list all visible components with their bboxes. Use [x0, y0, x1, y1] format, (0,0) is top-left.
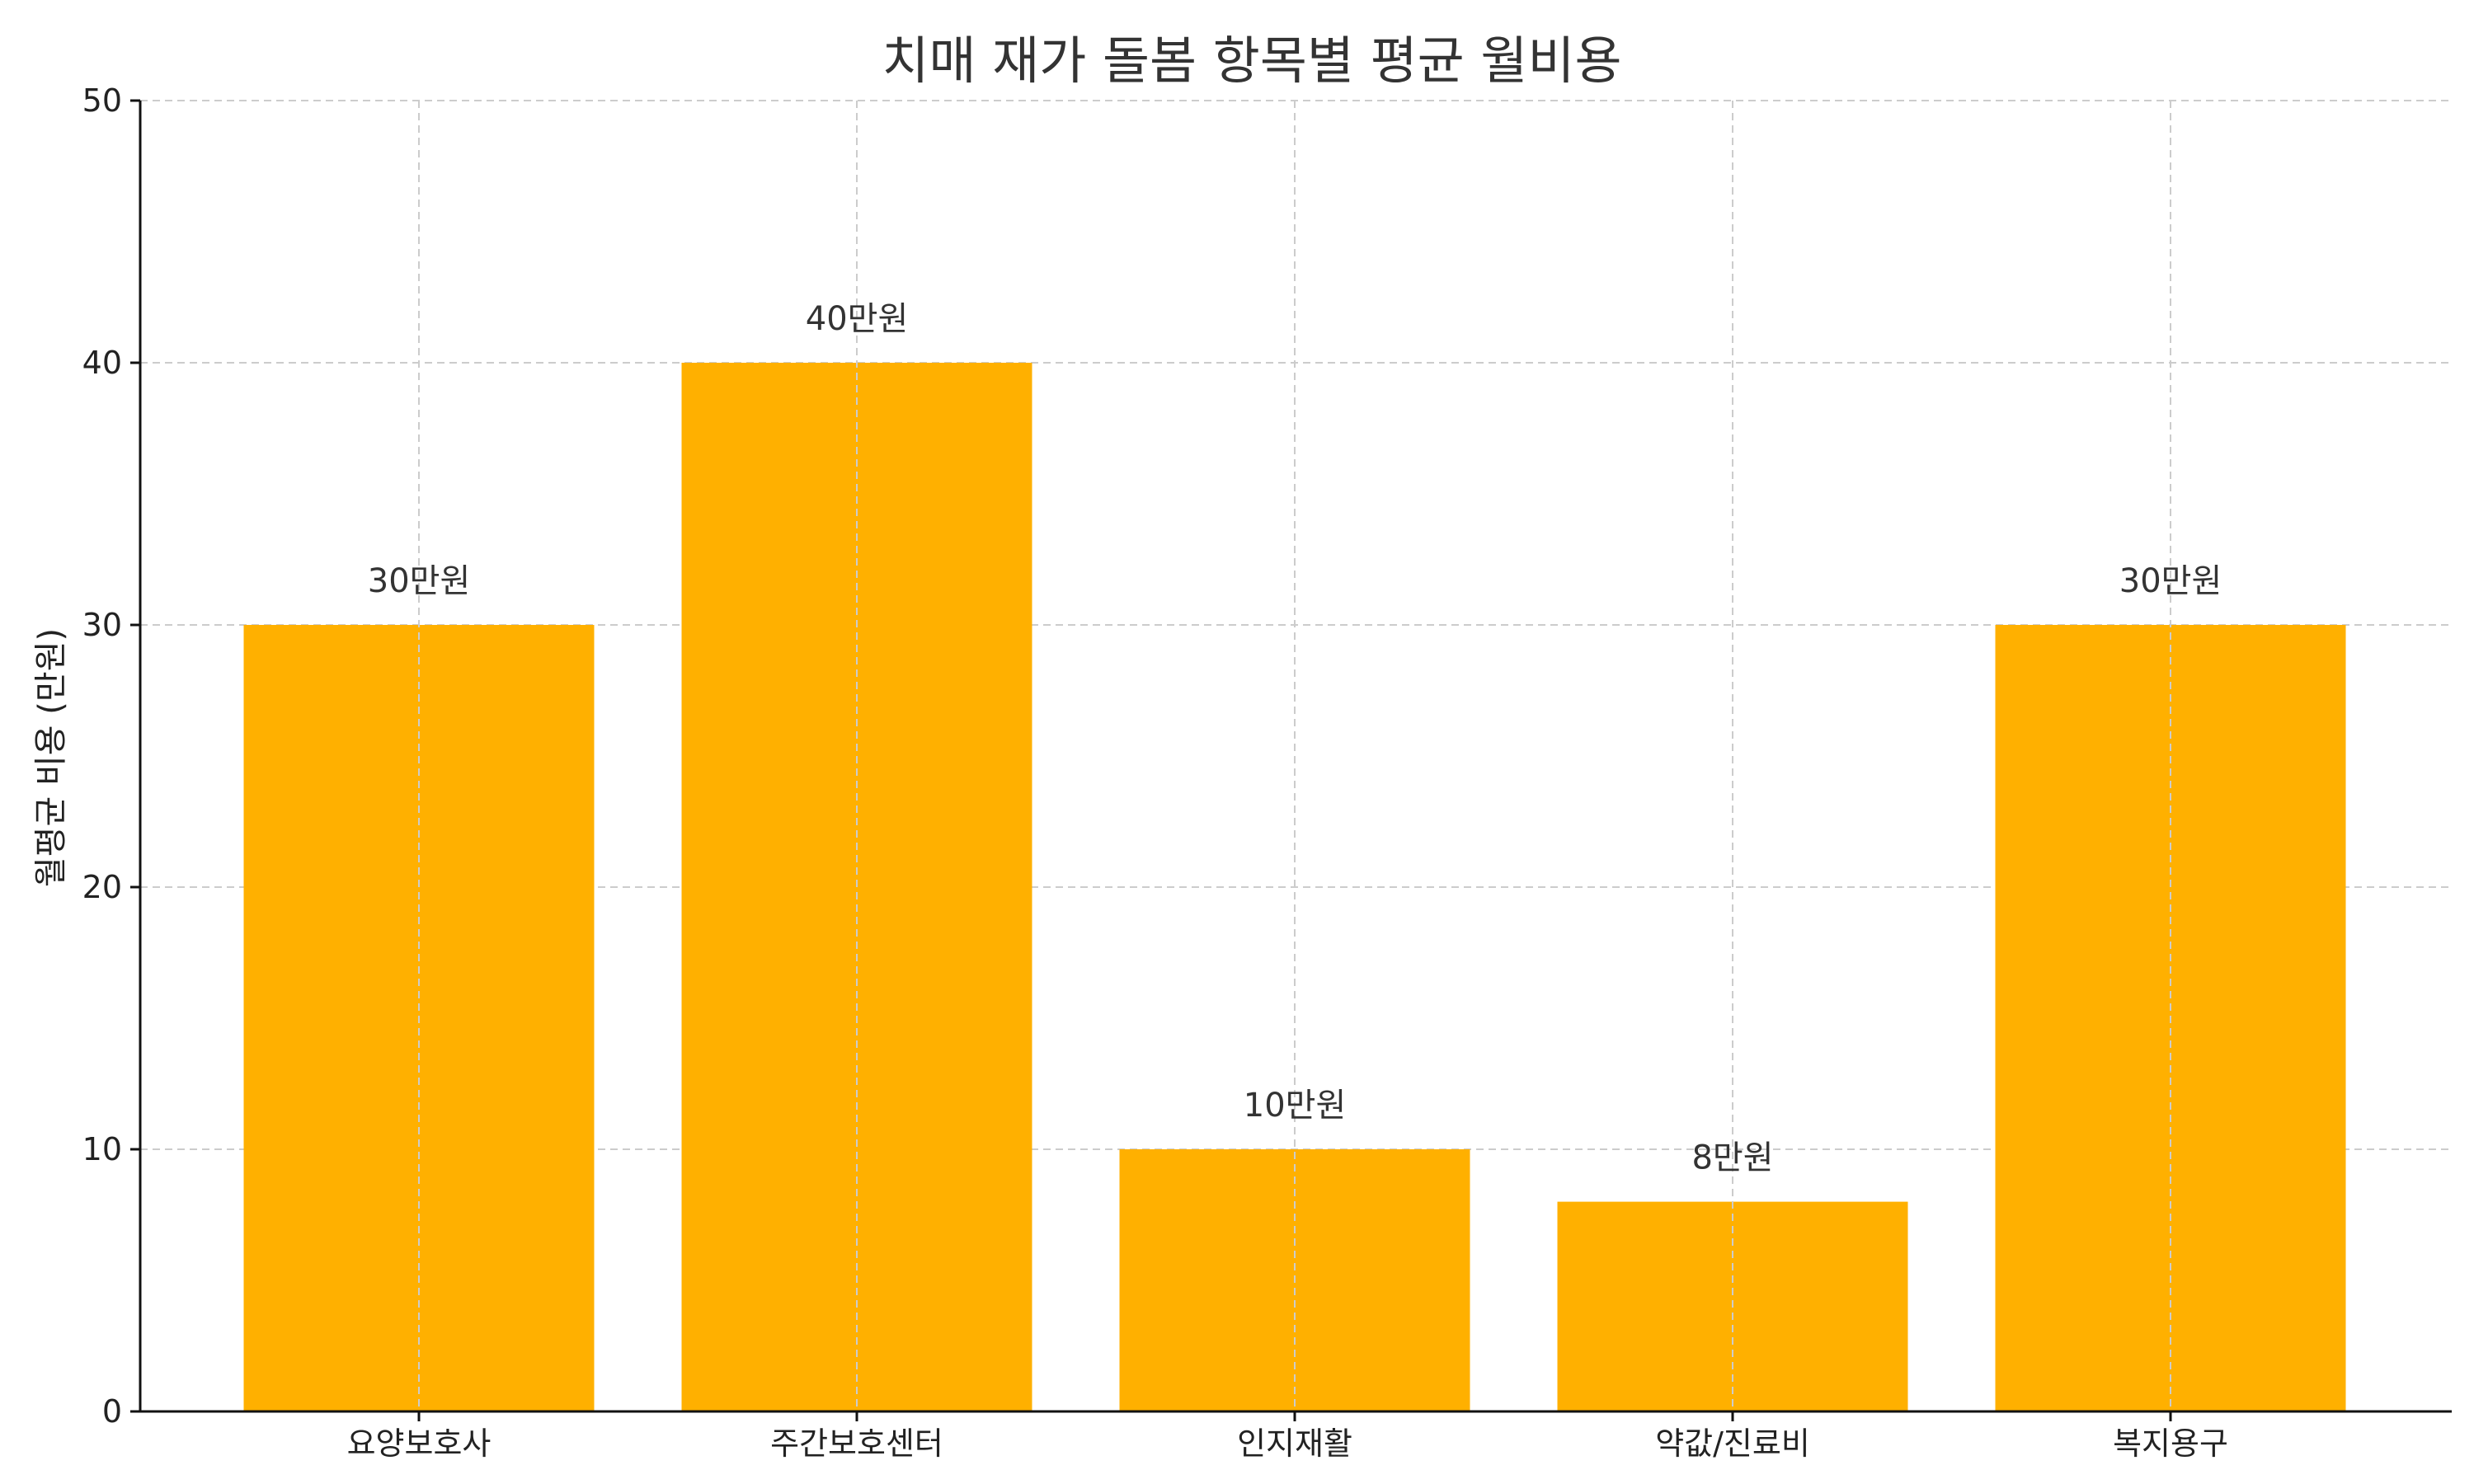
bar-value-label: 40만원	[806, 300, 909, 338]
axes-layer	[130, 99, 2452, 1421]
x-tick-label: 요양보호사	[347, 1425, 492, 1462]
y-axis-label: 월평균 비용 (만원)	[32, 628, 70, 887]
x-tick-label: 약값/진료비	[1655, 1425, 1810, 1462]
x-tick-label: 주간보호센터	[770, 1425, 943, 1462]
bar-value-label: 10만원	[1244, 1087, 1347, 1125]
bar-value-label: 30만원	[2119, 562, 2222, 600]
x-tick-label: 인지재활	[1237, 1425, 1352, 1462]
y-tick-label: 10	[82, 1131, 122, 1167]
y-tick-label: 0	[102, 1393, 122, 1430]
bar-value-label: 8만원	[1691, 1139, 1773, 1177]
x-tick-label: 복지용구	[2113, 1425, 2228, 1462]
y-tick-label: 40	[82, 345, 122, 381]
chart-title: 치매 재가 돌봄 항목별 평균 월비용	[882, 31, 1621, 91]
y-tick-label: 30	[82, 607, 122, 643]
y-tick-label: 50	[82, 82, 122, 119]
y-tick-label: 20	[82, 869, 122, 905]
bar-value-label: 30만원	[368, 562, 471, 600]
